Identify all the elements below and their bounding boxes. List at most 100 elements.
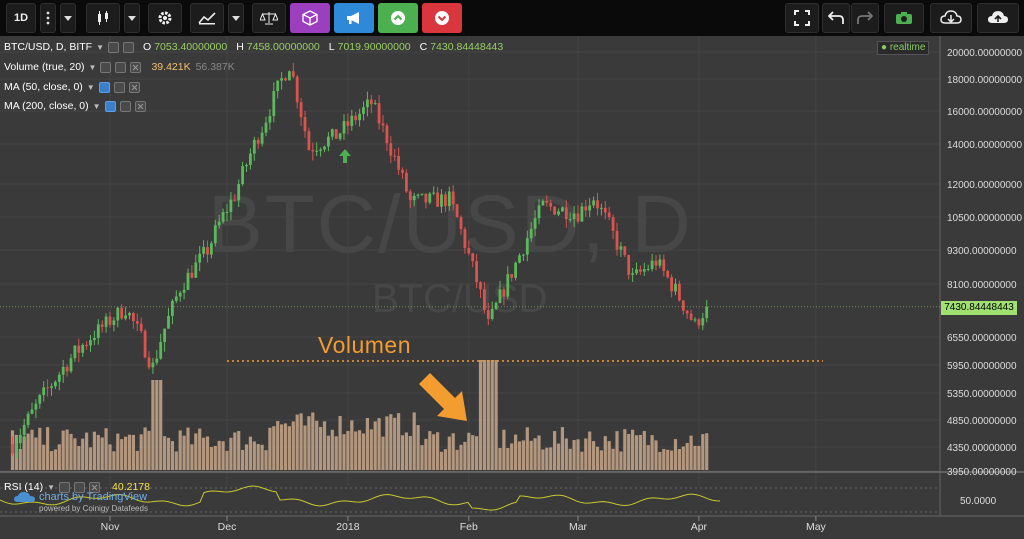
down-alert-button[interactable] (422, 3, 462, 33)
settings-mini-icon[interactable] (115, 61, 127, 73)
volume-bar (166, 437, 171, 470)
price-chart[interactable]: 20000.00000000 18000.00000000 16000.000000… (0, 36, 1024, 539)
volume-legend-title[interactable]: Volume (true, 20) (4, 61, 85, 73)
open-label: O (143, 41, 152, 53)
candle-body (112, 320, 116, 325)
settings-mini-icon[interactable] (123, 41, 135, 53)
ma200-legend: MA (200, close, 0) ▼ (4, 100, 146, 112)
volume-bar (53, 449, 57, 470)
volume-bar (319, 426, 323, 470)
ma50-legend-title[interactable]: MA (50, close, 0) (4, 81, 83, 93)
candle-body (159, 342, 163, 359)
candle-body (537, 205, 541, 219)
close-icon[interactable] (89, 481, 101, 493)
close-icon[interactable] (134, 100, 146, 112)
gear-icon (158, 11, 172, 25)
candle-body (436, 192, 439, 207)
indicators-button[interactable] (190, 3, 224, 33)
undo-button[interactable] (822, 3, 850, 33)
eye-icon[interactable] (108, 41, 120, 53)
volume-bar (127, 434, 132, 470)
symbol-legend-title[interactable]: BTC/USD, D, BITF (4, 41, 93, 53)
candle-body (338, 133, 342, 139)
cloud-download-button[interactable] (930, 3, 972, 33)
candle-body (611, 217, 615, 231)
volume-bar (350, 420, 354, 470)
caret-down-icon[interactable]: ▼ (96, 42, 105, 52)
candle-body (11, 444, 14, 454)
candle-body (22, 425, 26, 435)
caret-down-icon[interactable]: ▼ (92, 101, 101, 111)
caret-down-icon[interactable]: ▼ (47, 482, 56, 492)
candle-body (596, 200, 599, 209)
candle-body (385, 125, 389, 144)
cloud-upload-button[interactable] (977, 3, 1019, 33)
candle-body (206, 247, 209, 255)
volume-bar (100, 437, 104, 470)
eye-icon[interactable] (100, 61, 112, 73)
realtime-label: realtime (889, 42, 926, 53)
announce-button[interactable] (334, 3, 374, 33)
volume-bar (46, 427, 50, 470)
candle-body (178, 292, 182, 297)
candle-body (241, 166, 244, 185)
candle-body (486, 309, 490, 319)
caret-down-icon[interactable]: ▼ (88, 62, 97, 72)
interval-button[interactable]: 1D (6, 3, 36, 33)
chart-style-button[interactable] (86, 3, 120, 33)
tradingview-branding[interactable]: charts by TradingView powered by Coinigy… (14, 491, 148, 513)
candle-body (603, 207, 607, 213)
volume-bar (303, 425, 307, 470)
volume-bar (615, 431, 619, 470)
volume-bar (22, 436, 26, 470)
price-tick-label: 5950.00000000 (947, 361, 1017, 372)
more-menu-button[interactable] (40, 3, 56, 33)
settings-mini-icon[interactable] (74, 481, 86, 493)
candle-body (479, 282, 482, 290)
price-tick-label: 8100.00000000 (947, 280, 1017, 291)
candle-body (432, 192, 436, 194)
volume-bar (241, 449, 245, 470)
candle-body (658, 259, 662, 266)
price-tick-label: 20000.00000000 (947, 48, 1023, 59)
fullscreen-button[interactable] (785, 3, 819, 33)
price-tick-label: 5350.00000000 (947, 389, 1017, 400)
chart-style-dropdown[interactable] (124, 3, 140, 33)
volume-bar (514, 434, 518, 470)
volume-bar (178, 430, 182, 470)
settings-mini-icon[interactable] (113, 81, 125, 93)
cube-tool-button[interactable] (290, 3, 330, 33)
volume-bar (264, 450, 268, 470)
settings-button[interactable] (148, 3, 182, 33)
settings-mini-icon[interactable] (119, 100, 131, 112)
volume-bar (225, 450, 229, 470)
candle-body (545, 200, 549, 203)
ma200-legend-title[interactable]: MA (200, close, 0) (4, 100, 89, 112)
candle-body (553, 206, 556, 215)
cloud-upload-icon (988, 11, 1008, 23)
rsi-legend-title[interactable]: RSI (14) (4, 481, 44, 493)
up-alert-button[interactable] (378, 3, 418, 33)
caret-down-icon[interactable]: ▼ (86, 82, 95, 92)
eye-icon[interactable] (104, 100, 116, 112)
indicators-dropdown[interactable] (228, 3, 244, 33)
candle-body (405, 172, 408, 192)
tradingview-label: charts by TradingView (39, 491, 148, 503)
volume-bar (439, 451, 444, 470)
eye-icon[interactable] (59, 481, 71, 493)
interval-dropdown[interactable] (60, 3, 76, 33)
snapshot-button[interactable] (884, 3, 924, 33)
volume-bar (260, 444, 264, 470)
candle-body (592, 200, 595, 206)
close-icon[interactable] (130, 61, 142, 73)
eye-icon[interactable] (98, 81, 110, 93)
volume-bar (190, 444, 194, 470)
volume-bar (213, 445, 217, 470)
compare-button[interactable] (252, 3, 286, 33)
redo-button[interactable] (851, 3, 879, 33)
volume-bar (592, 441, 596, 470)
candle-body (77, 345, 81, 353)
candle-body (701, 318, 705, 326)
candle-body (93, 337, 96, 341)
close-icon[interactable] (128, 81, 140, 93)
